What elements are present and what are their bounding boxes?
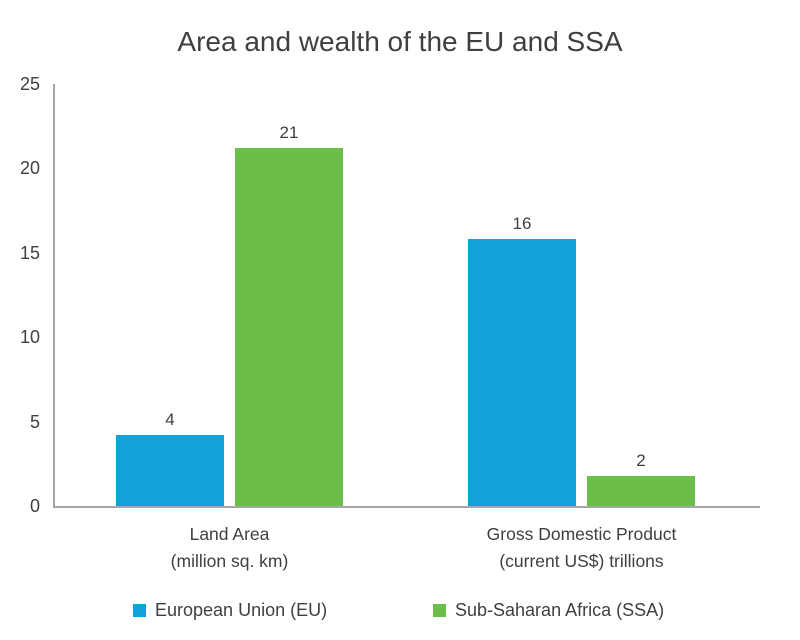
category-label-land-area: Land Area (million sq. km)	[104, 521, 355, 575]
bar-ssa-gdp: 2	[587, 451, 695, 506]
bar-eu-land-area: 4	[116, 410, 224, 506]
legend-label-eu: European Union (EU)	[155, 600, 328, 620]
y-tick-0: 0	[29, 495, 40, 516]
legend-item-eu: European Union (EU)	[133, 601, 327, 619]
y-tick-20: 20	[19, 158, 40, 179]
bar-ssa-land-area: 21	[235, 123, 343, 506]
legend-label-ssa: Sub-Saharan Africa (SSA)	[455, 600, 665, 620]
y-tick-5: 5	[29, 411, 40, 432]
plot-area: 4 21 16 2	[53, 84, 760, 508]
bar-eu-gdp: 16	[468, 214, 576, 506]
y-tick-15: 15	[19, 242, 40, 263]
bar-value-label-ssa-gdp: 2	[636, 450, 646, 470]
chart-title: Area and wealth of the EU and SSA	[177, 26, 623, 57]
legend: European Union (EU) Sub-Saharan Africa (…	[0, 601, 800, 625]
category-land-area-line1: Land Area	[189, 524, 270, 544]
y-tick-25: 25	[19, 74, 40, 94]
y-tick-10: 10	[19, 327, 40, 348]
legend-swatch-eu	[133, 603, 146, 617]
category-label-gdp: Gross Domestic Product (current US$) tri…	[456, 521, 707, 575]
y-axis-tick-labels: 0 5 10 15 20 25	[0, 75, 40, 515]
category-gdp-line2: (current US$) trillions	[499, 551, 664, 571]
bar-value-label-eu-gdp: 16	[512, 214, 532, 234]
category-land-area-line2: (million sq. km)	[170, 551, 289, 571]
legend-swatch-ssa	[433, 603, 446, 617]
bar-value-label-eu-land: 4	[165, 410, 175, 430]
legend-item-ssa: Sub-Saharan Africa (SSA)	[433, 601, 664, 619]
category-gdp-line1: Gross Domestic Product	[486, 524, 677, 544]
bar-value-label-ssa-land: 21	[279, 123, 299, 143]
